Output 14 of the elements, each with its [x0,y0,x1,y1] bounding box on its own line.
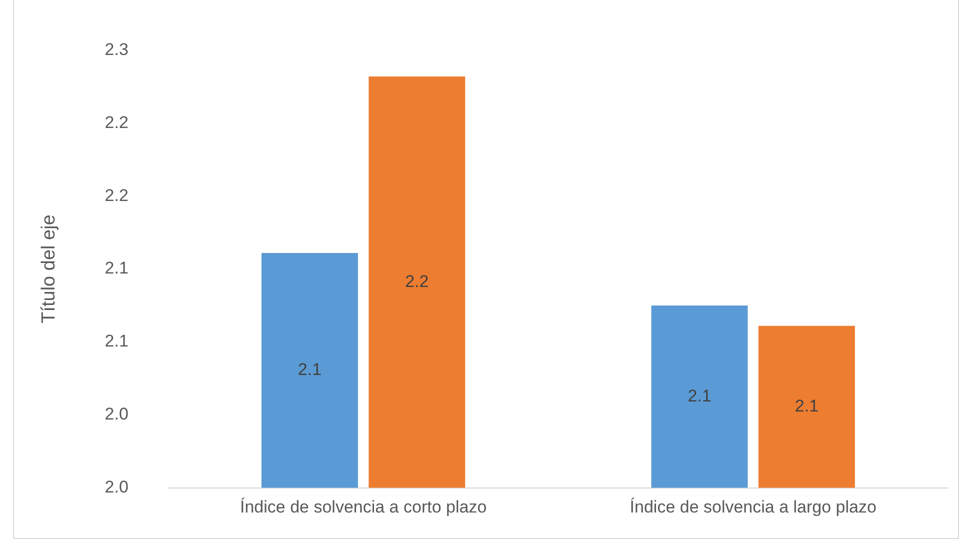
y-tick-label: 2.2 [104,112,128,132]
y-tick-label: 2.2 [104,186,128,205]
data-label: 2.2 [405,272,429,291]
y-tick-label: 2.3 [104,40,128,59]
y-axis-title: Título del eje [38,214,60,324]
data-label: 2.1 [794,396,819,416]
x-tick-label: Índice de solvencia a corto plazo [240,498,487,517]
x-tick-label: Índice de solvencia a largo plazo [630,498,876,517]
y-tick-label: 2.1 [104,332,128,351]
data-label: 2.1 [298,360,322,380]
y-tick-label: 2.0 [104,404,128,424]
y-tick-label: 2.0 [104,477,128,496]
data-label: 2.1 [688,386,712,406]
y-tick-label: 2.1 [104,258,128,278]
